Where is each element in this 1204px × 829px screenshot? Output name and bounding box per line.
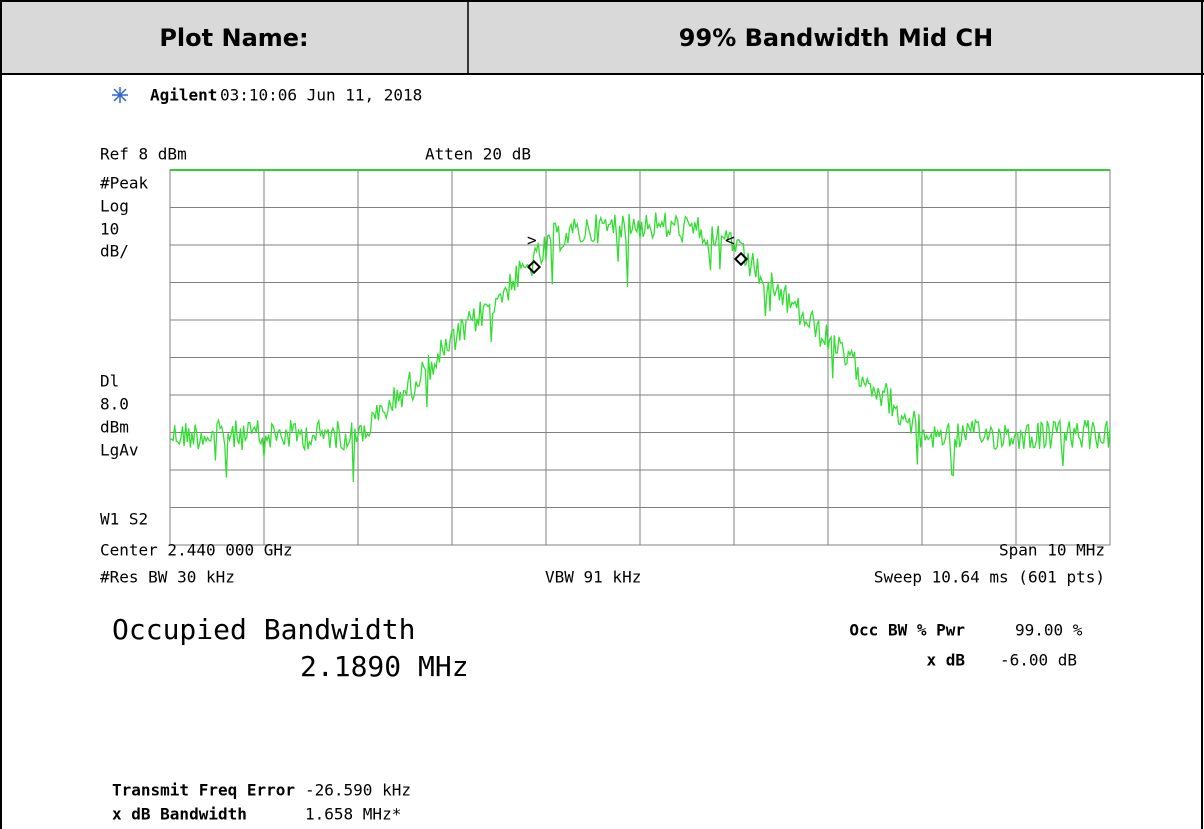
side-label: dBm [100,418,129,437]
side-label: 10 [100,220,119,239]
side-label: dB/ [100,242,129,261]
brand: Agilent [150,86,217,105]
agilent-logo [112,87,128,103]
attenuation: Atten 20 dB [425,145,531,164]
header-cell-title [468,2,1204,74]
xdbbw-label: x dB Bandwidth [112,805,247,824]
spectrum-trace [169,212,1111,483]
marker-arrow: < [725,231,735,250]
occ-bw-label: Occupied Bandwidth [112,613,415,646]
timestamp: 03:10:06 Jun 11, 2018 [220,86,422,105]
span: Span 10 MHz [999,541,1105,560]
xdb-label: x dB [926,651,965,670]
marker [526,259,542,275]
side-label: LgAv [100,441,139,460]
tfe-value: -26.590 kHz [305,781,411,800]
center-freq: Center 2.440 000 GHz [100,541,293,560]
side-label: Dl [100,372,119,391]
xdb-value: -6.00 dB [1000,651,1077,670]
xdbbw-value: 1.658 MHz* [305,805,401,824]
side-label: Log [100,197,129,216]
vbw: VBW 91 kHz [545,568,641,587]
ref-level: Ref 8 dBm [100,145,187,164]
pct-pwr-value: 99.00 % [1015,621,1083,640]
tfe-label: Transmit Freq Error [112,781,295,800]
side-label: W1 S2 [100,510,148,529]
header-label: Plot Name: [159,24,308,52]
res-bw: #Res BW 30 kHz [100,568,235,587]
pct-pwr-label: Occ BW % Pwr [849,621,965,640]
header-title: 99% Bandwidth Mid CH [679,24,993,52]
side-label: #Peak [100,174,149,193]
marker-arrow: > [527,231,537,250]
header-cell-label [0,2,468,74]
sweep: Sweep 10.64 ms (601 pts) [874,568,1105,587]
marker [733,251,749,267]
side-label: 8.0 [100,395,129,414]
occ-bw-value: 2.1890 MHz [300,650,469,683]
graticule [170,170,1110,545]
